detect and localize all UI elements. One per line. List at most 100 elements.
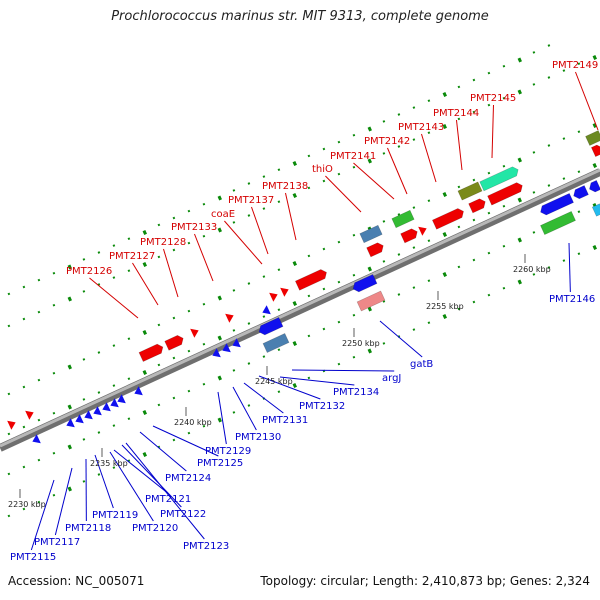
map-title: Prochlorococcus marinus str. MIT 9313, c… (111, 9, 489, 24)
track-dot (547, 184, 551, 187)
reverse-gene-shape[interactable] (100, 402, 111, 414)
forward-gene-label[interactable]: PMT2144 (433, 108, 479, 119)
track-dot (442, 92, 447, 97)
track-dot (202, 202, 206, 206)
forward-gene-label[interactable]: thiO (312, 164, 333, 175)
track-dot (172, 316, 176, 320)
reverse-gene-label[interactable]: PMT2121 (145, 494, 191, 505)
reverse-gene-shape[interactable] (82, 410, 93, 422)
reverse-gene-shape[interactable] (73, 414, 84, 426)
reverse-gene-shape[interactable] (356, 290, 386, 312)
forward-gene-shape[interactable] (25, 408, 36, 420)
forward-gene-label[interactable]: PMT2145 (470, 93, 516, 104)
scale-tick-label: 2260 kbp (513, 265, 551, 274)
forward-gene-shape[interactable] (468, 197, 488, 214)
reverse-gene-label[interactable]: PMT2134 (333, 387, 379, 398)
forward-gene-label[interactable]: PMT2127 (109, 251, 155, 262)
forward-gene-shape[interactable] (457, 181, 483, 201)
reverse-gene-label[interactable]: PMT2125 (197, 458, 243, 469)
reverse-gene-label[interactable]: PMT2123 (183, 541, 229, 552)
forward-gene-label[interactable]: PMT2143 (398, 122, 444, 133)
reverse-gene-shape[interactable] (132, 386, 143, 398)
forward-gene-label[interactable]: PMT2138 (262, 181, 308, 192)
reverse-gene-shape[interactable] (210, 348, 221, 360)
reverse-gene-shape[interactable] (220, 343, 231, 355)
reverse-gene-label[interactable]: PMT2117 (34, 537, 80, 548)
scale-tick-label: 2250 kbp (342, 339, 380, 348)
reverse-gene-label[interactable]: PMT2119 (92, 510, 138, 521)
label-leader-line (232, 386, 257, 431)
forward-gene-shape[interactable] (418, 224, 429, 236)
forward-gene-shape[interactable] (269, 290, 280, 302)
reverse-gene-shape[interactable] (91, 406, 102, 418)
forward-gene-shape[interactable] (487, 181, 525, 206)
reverse-gene-label[interactable]: argJ (382, 373, 401, 384)
forward-gene-shape[interactable] (359, 224, 383, 244)
reverse-gene-label[interactable]: PMT2146 (549, 294, 595, 305)
reverse-gene-shape[interactable] (115, 394, 126, 406)
reverse-gene-label[interactable]: PMT2132 (299, 401, 345, 412)
forward-gene-shape[interactable] (164, 334, 186, 351)
reverse-gene-shape[interactable] (538, 192, 574, 216)
reverse-gene-shape[interactable] (257, 317, 284, 336)
reverse-gene-label[interactable]: PMT2115 (10, 552, 56, 563)
label-leader-line (251, 206, 269, 255)
track-dot (397, 145, 401, 148)
label-leader-line (575, 71, 599, 131)
forward-gene-shape[interactable] (294, 268, 328, 291)
track-dot (172, 438, 176, 442)
forward-gene-label[interactable]: PMT2141 (330, 151, 376, 162)
forward-gene-label[interactable]: coaE (211, 209, 235, 220)
reverse-gene-shape[interactable] (587, 179, 600, 193)
track-dot (352, 355, 356, 359)
forward-gene-shape[interactable] (190, 326, 201, 338)
reverse-gene-label[interactable]: PMT2130 (235, 432, 281, 443)
forward-gene-label[interactable]: PMT2128 (140, 237, 186, 248)
forward-gene-shape[interactable] (391, 209, 415, 229)
reverse-gene-shape[interactable] (30, 434, 41, 446)
reverse-gene-shape[interactable] (591, 203, 600, 217)
reverse-gene-shape[interactable] (572, 185, 589, 201)
reverse-gene-label[interactable]: PMT2118 (65, 523, 111, 534)
forward-gene-label[interactable]: PMT2137 (228, 195, 274, 206)
track-dot (292, 383, 297, 388)
reverse-gene-label[interactable]: PMT2122 (160, 509, 206, 520)
track-dot (67, 444, 72, 450)
reverse-gene-shape[interactable] (108, 398, 119, 410)
track-dot (262, 315, 266, 318)
label-leader-line (163, 248, 179, 298)
scale-tick-label: 2235 kbp (90, 459, 128, 468)
forward-gene-shape[interactable] (280, 285, 291, 297)
forward-gene-shape[interactable] (479, 165, 521, 192)
reverse-gene-shape[interactable] (540, 210, 576, 236)
forward-gene-label[interactable]: PMT2142 (364, 136, 410, 147)
track-dot (502, 286, 506, 290)
forward-gene-shape[interactable] (225, 311, 236, 323)
forward-gene-shape[interactable] (590, 143, 600, 158)
forward-gene-label[interactable]: PMT2126 (66, 266, 112, 277)
track-dot (187, 349, 191, 353)
track-dot (52, 411, 56, 415)
reverse-gene-shape[interactable] (64, 418, 75, 430)
forward-gene-shape[interactable] (138, 342, 165, 362)
forward-gene-shape[interactable] (585, 130, 600, 146)
reverse-gene-label[interactable]: PMT2129 (205, 446, 251, 457)
track-dot (337, 362, 341, 366)
track-dot (97, 251, 101, 254)
reverse-gene-shape[interactable] (230, 338, 241, 350)
forward-gene-shape[interactable] (366, 241, 386, 258)
forward-gene-shape[interactable] (400, 227, 420, 244)
reverse-gene-label[interactable]: PMT2120 (132, 523, 178, 534)
track-dot (532, 51, 536, 54)
forward-gene-shape[interactable] (431, 207, 465, 230)
reverse-gene-label[interactable]: PMT2131 (262, 415, 308, 426)
reverse-gene-shape[interactable] (351, 274, 378, 293)
forward-gene-label[interactable]: PMT2133 (171, 222, 217, 233)
reverse-gene-shape[interactable] (262, 333, 290, 353)
track-dot (532, 191, 536, 194)
forward-gene-label[interactable]: PMT2149 (552, 60, 598, 71)
reverse-gene-label[interactable]: PMT2124 (165, 473, 211, 484)
reverse-gene-label[interactable]: gatB (410, 359, 433, 370)
forward-gene-shape[interactable] (7, 418, 18, 430)
reverse-gene-shape[interactable] (260, 305, 271, 317)
